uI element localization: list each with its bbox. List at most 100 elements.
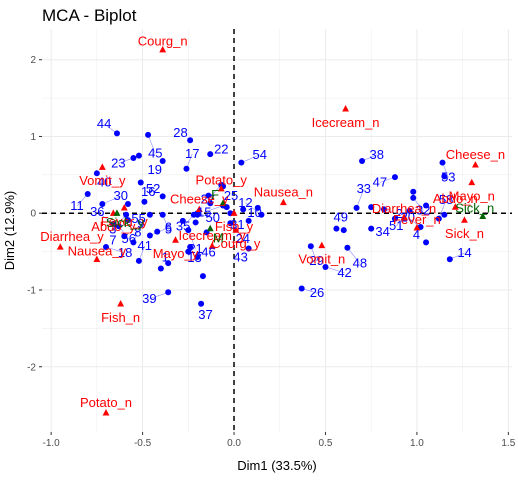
variable-label: Sick_n [445,226,484,241]
variable-label: Potato_y [196,173,248,188]
individual-label: 46 [201,244,215,259]
variable-label: Fever_n [393,212,441,227]
individual-label: 23 [111,155,125,170]
variable-label: Icecream_y [178,228,246,243]
individual-point [441,173,448,180]
supplementary-label: Sick_n [455,200,494,215]
individual-point [322,263,329,270]
individual-point [135,257,142,264]
individual-label: 3 [109,222,116,237]
individual-point [333,225,340,232]
individual-point [423,239,430,246]
x-tick-label: 1.0 [410,438,424,449]
variable-point [461,216,468,223]
individual-point [199,273,206,280]
individual-point [227,220,234,227]
variable-label: Courg_y [211,236,261,251]
individual-label: 27 [201,192,215,207]
individual-label: 42 [337,265,351,280]
variable-label: Fever_y [101,214,148,229]
individual-label: 52 [146,181,160,196]
individual-point [187,137,194,144]
individual-point [183,165,190,172]
supplementary-point [206,224,214,232]
y-tick-label: -2 [27,362,36,373]
individual-label: 33 [357,181,371,196]
individual-label: 5 [165,222,172,237]
individual-label: 21 [188,241,202,256]
individual-point [423,202,430,209]
individual-connector [438,199,447,219]
individual-connector [245,202,262,216]
major-grid [42,29,512,432]
variable-point [468,178,476,186]
individual-point [141,198,148,205]
individual-point [410,194,417,201]
individual-label: 47 [373,175,387,190]
individual-connector [204,205,224,213]
individual-label: 49 [334,209,348,224]
variable-label: Vomit_y [79,173,126,188]
variable-label: Icecream_n [312,115,380,130]
individual-connector [112,214,127,230]
variable-label: Fish_n [101,310,140,325]
individual-label: 6 [165,220,172,235]
data-points [56,45,487,416]
individual-label: 58 [439,192,453,207]
individual-point [179,217,186,224]
individual-point [446,256,453,263]
individual-point [353,204,360,211]
individual-point [185,248,192,255]
individual-point [340,227,347,234]
chart-title: MCA - Biplot [42,6,137,25]
individual-point [187,244,194,251]
individual-point [205,192,212,199]
variable-point [232,226,240,233]
variable-point [400,213,408,220]
individual-connector [133,223,141,243]
individual-point [121,233,128,240]
variable-label: Cheese_n [446,147,505,162]
individual-connector [356,189,365,208]
individual-label: 54 [253,147,267,162]
variable-label: Diarrhea_n [372,201,436,216]
individual-point [154,228,161,235]
individual-point [406,207,413,214]
variable-label: Abdo_n [433,191,478,206]
individual-point [410,188,417,195]
individual-label: 26 [310,285,324,300]
individual-label: 35 [176,219,190,234]
individual-point [130,239,137,246]
individual-label: 40 [97,175,111,190]
individual-label: 45 [148,146,162,161]
individual-label: 48 [353,255,367,270]
individual-label: 14 [457,245,471,260]
variable-label: Courg_n [138,34,188,49]
individual-connector [102,195,121,205]
individual-label: 55 [131,211,145,226]
individual-label: 18 [118,245,132,260]
individual-point [93,170,100,177]
individual-point [192,219,199,226]
individual-point [238,159,245,166]
individual-label: 4 [413,227,420,242]
individual-point [110,220,117,227]
x-tick-label: -0.5 [134,438,152,449]
individual-label: 32 [416,202,430,217]
individual-label: 1 [162,249,169,264]
individual-point [157,265,164,272]
variable-point [93,255,101,262]
variable-label: Abdo_y [91,219,136,234]
x-axis-ticks: -1.0 -0.5 0.0 0.5 1.0 1.5 [43,432,516,449]
variable-label: Potato_n [80,395,132,410]
individual-point [130,154,137,161]
individual-point [113,130,120,137]
supplementary-label: Sick_y [106,215,145,230]
individual-label: 11 [70,198,84,213]
individual-connector [149,292,169,300]
individual-label: 10 [247,205,261,220]
individual-label: 22 [214,141,228,156]
individual-label: 56 [122,231,136,246]
individual-label: 24 [236,231,250,246]
